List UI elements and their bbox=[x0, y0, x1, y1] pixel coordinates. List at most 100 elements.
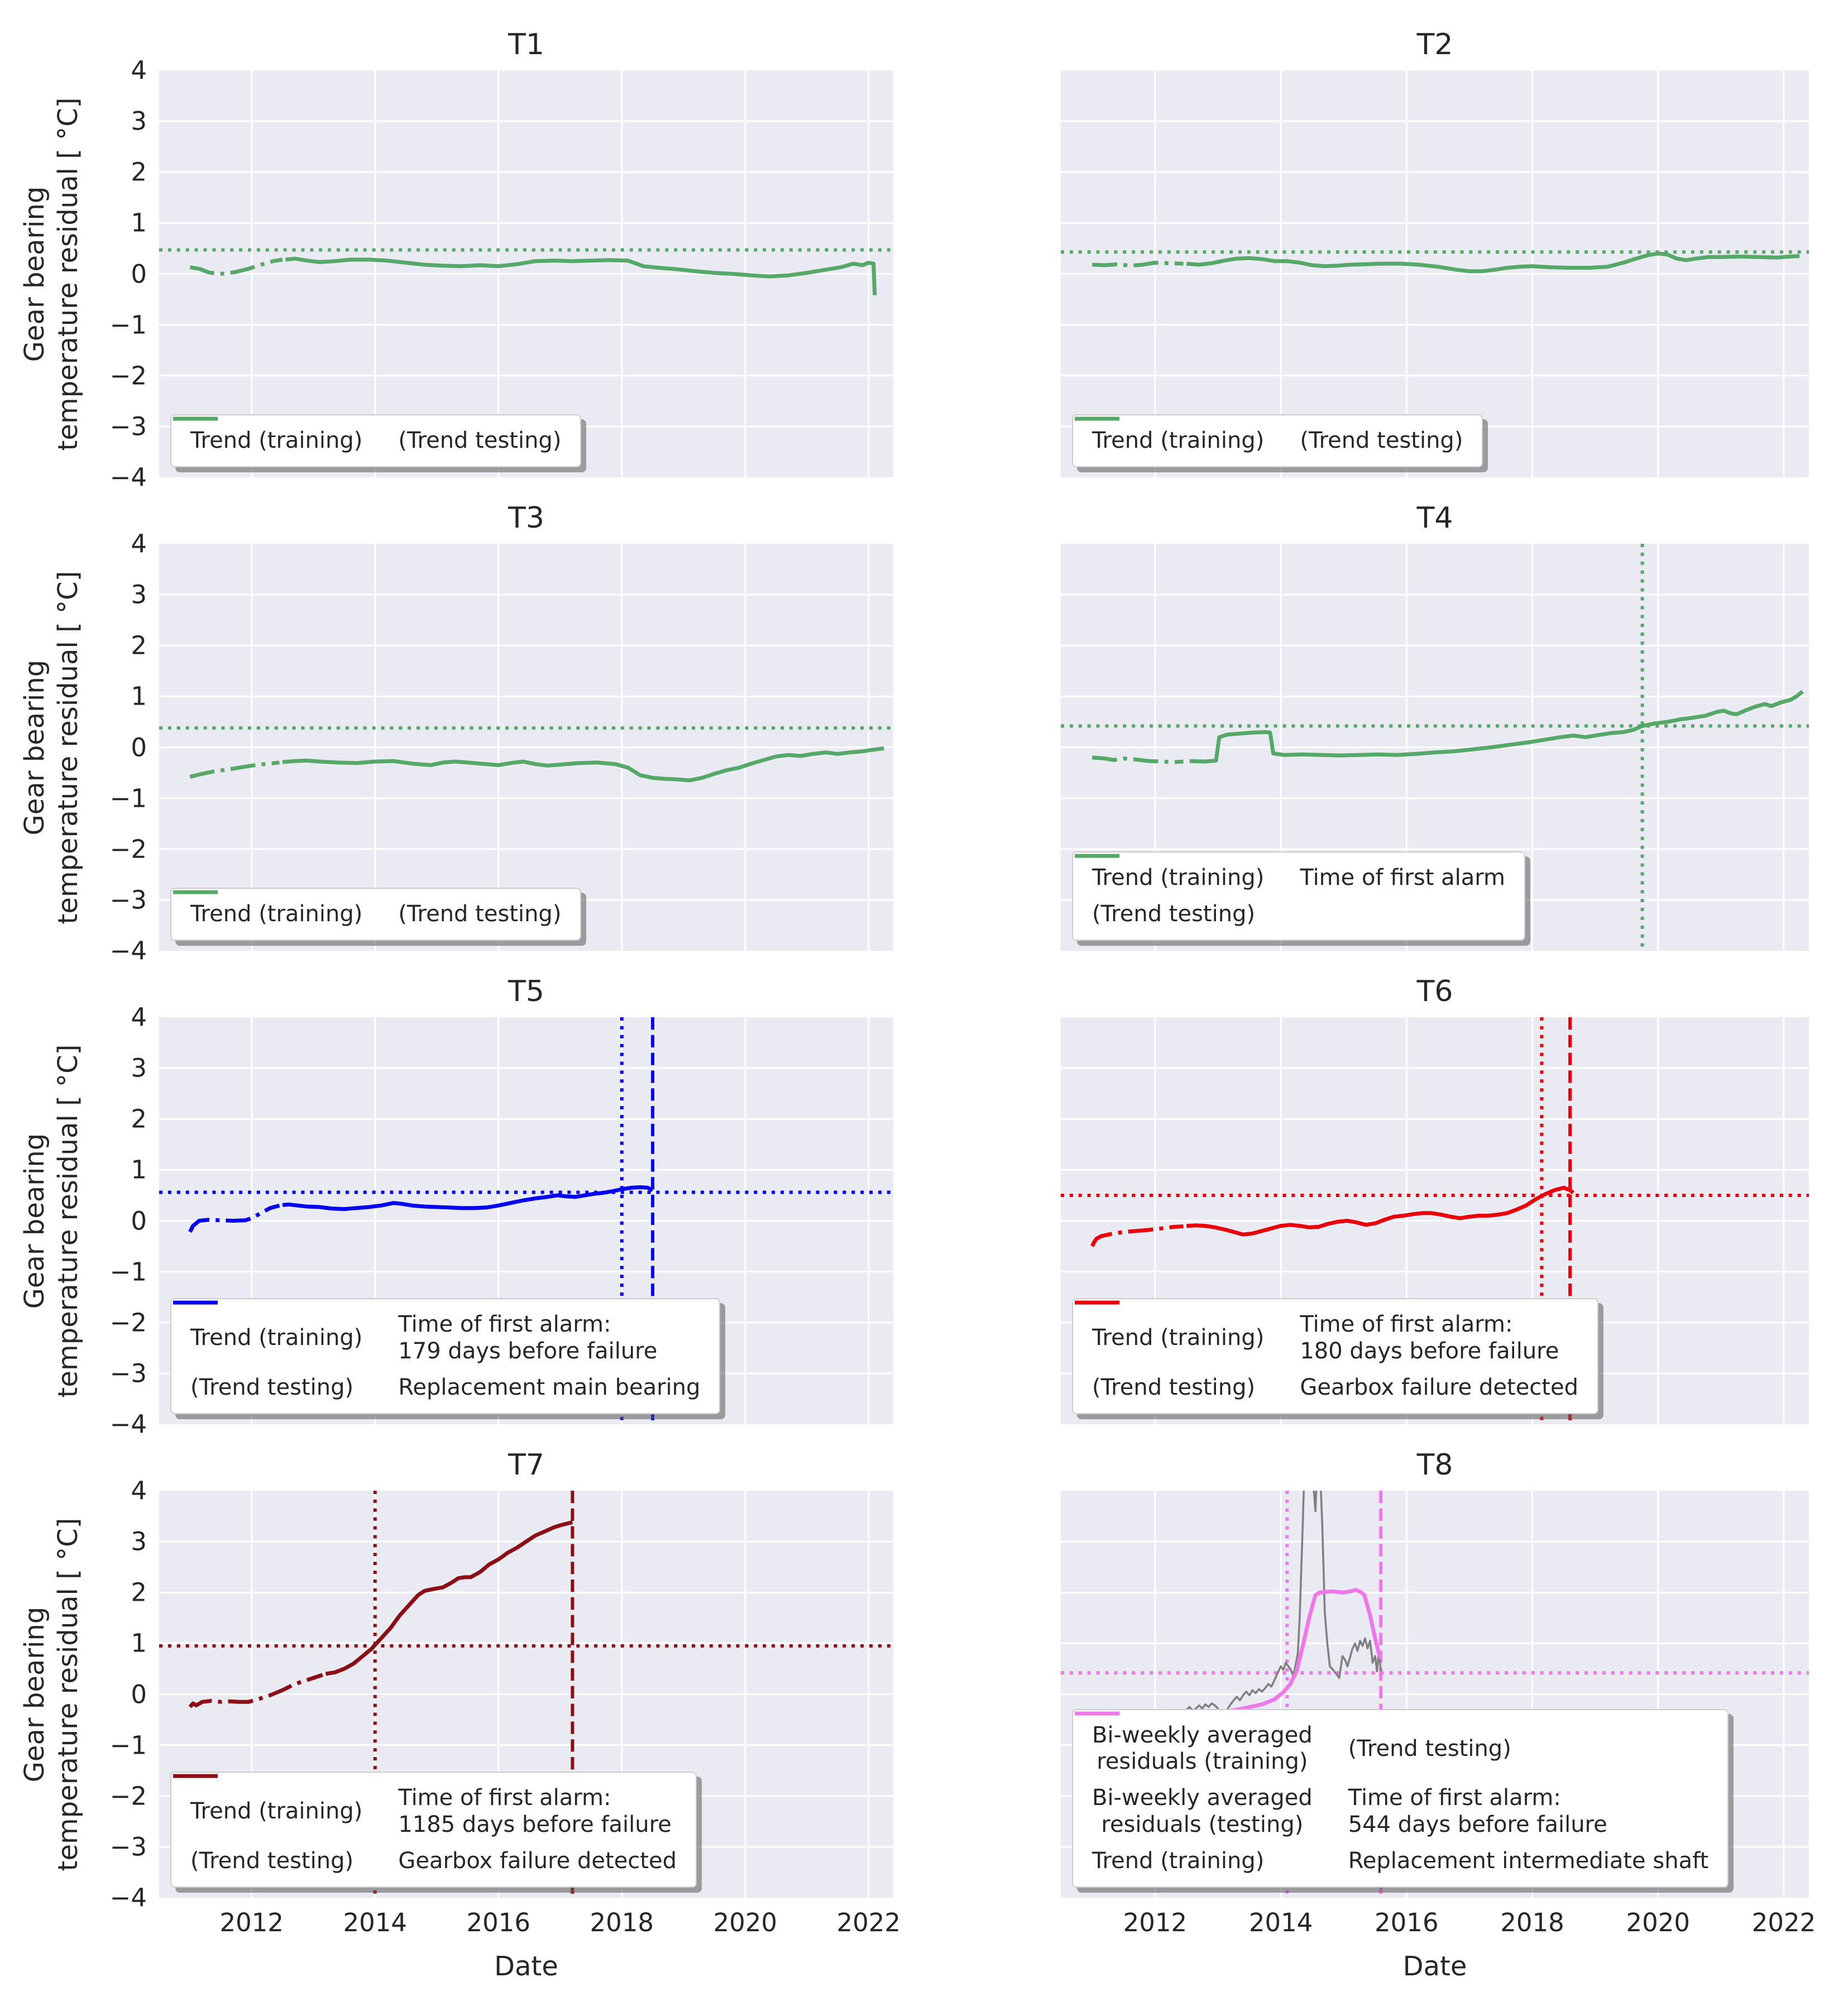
y-tick-label: 4 bbox=[131, 55, 147, 85]
legend-sample-dashed-line bbox=[173, 1300, 218, 1305]
y-tick-label: 4 bbox=[131, 1476, 147, 1506]
legend-label: Trend (training) bbox=[1092, 1847, 1265, 1874]
legend-sample-dashed-line bbox=[173, 1774, 218, 1778]
legend-sample-solid-line bbox=[173, 417, 218, 421]
legend-entry: (Trend testing) bbox=[173, 417, 561, 454]
trend-testing-line bbox=[1186, 251, 1800, 274]
legend-label: (Trend testing) bbox=[398, 901, 562, 927]
chart-t5: Trend (training) (Trend testing) Time of f… bbox=[159, 1017, 893, 1424]
legend-label: (Trend testing) bbox=[1300, 427, 1463, 453]
y-tick-label: −3 bbox=[109, 885, 147, 915]
legend-label: Trend (training) bbox=[190, 427, 363, 453]
legend-entry: Time of first alarm: 1185 days before fai… bbox=[173, 1774, 677, 1837]
chart-t1: Trend (training) (Trend testing) bbox=[159, 70, 893, 477]
legend-t5: Trend (training) (Trend testing) Time of f… bbox=[170, 1298, 721, 1414]
y-axis-label: Gear bearing temperature residual [ °C] bbox=[19, 571, 84, 924]
legend-entry: (Trend testing) bbox=[173, 890, 562, 927]
chart-t2: Trend (training) (Trend testing) bbox=[1061, 70, 1809, 477]
legend-label: Time of first alarm: 544 days before fail… bbox=[1348, 1785, 1607, 1837]
trend-training-line bbox=[189, 760, 280, 779]
y-tick-label: −4 bbox=[109, 462, 147, 492]
y-tick-label: −3 bbox=[109, 411, 147, 442]
y-tick-label: −1 bbox=[109, 783, 147, 813]
legend-entry: Trend (training) bbox=[173, 1300, 362, 1351]
chart-title-t5: T5 bbox=[508, 975, 544, 1008]
legend-label: (Trend testing) bbox=[1348, 1735, 1511, 1762]
trend-training-line bbox=[1090, 1224, 1184, 1247]
legend-label: Time of first alarm: 1185 days before fai… bbox=[398, 1785, 672, 1837]
x-tick-label: 2022 bbox=[836, 1908, 901, 1937]
legend-label: Trend (training) bbox=[190, 1798, 363, 1825]
legend-t1: Trend (training) (Trend testing) bbox=[170, 414, 582, 467]
legend-entry: (Trend testing) bbox=[1075, 854, 1264, 927]
legend-sample-solid-line bbox=[173, 890, 218, 894]
chart-t4: Trend (training) (Trend testing) Time of f… bbox=[1061, 544, 1809, 951]
x-tick-label: 2012 bbox=[1123, 1908, 1188, 1937]
legend-entry: (Trend testing) bbox=[1075, 1711, 1708, 1762]
legend-sample-solid-line bbox=[1075, 417, 1119, 421]
x-tick-label: 2020 bbox=[1626, 1908, 1690, 1937]
y-axis-label: Gear bearing temperature residual [ °C] bbox=[19, 97, 84, 451]
legend-t7: Trend (training) (Trend testing) Time of f… bbox=[170, 1772, 697, 1888]
legend-label: Bi-weekly averaged residuals (testing) bbox=[1092, 1785, 1313, 1837]
chart-t7: Trend (training) (Trend testing) Time of f… bbox=[159, 1491, 893, 1898]
legend-entry: Time of first alarm: 180 days before fail… bbox=[1075, 1300, 1578, 1364]
legend-t8: Bi-weekly averaged residuals (training) Bi… bbox=[1072, 1709, 1729, 1888]
legend-label: Gearbox failure detected bbox=[1300, 1374, 1578, 1400]
y-axis-label: Gear bearing temperature residual [ °C] bbox=[19, 1518, 84, 1871]
legend-entry: (Trend testing) bbox=[173, 1300, 362, 1401]
trend-training-line bbox=[188, 1673, 323, 1708]
legend-t6: Trend (training) (Trend testing) Time of f… bbox=[1072, 1298, 1598, 1414]
legend-entry: Trend (training) bbox=[1075, 1711, 1313, 1874]
y-tick-label: 1 bbox=[131, 1628, 147, 1658]
trend-training-line bbox=[1092, 755, 1184, 764]
legend-entry: (Trend testing) bbox=[1075, 417, 1463, 454]
y-axis-label: Gear bearing temperature residual [ °C] bbox=[19, 1044, 84, 1397]
legend-entry: Trend (training) bbox=[1075, 417, 1264, 454]
plot-area-t2 bbox=[1061, 70, 1809, 477]
trend-testing-line bbox=[1186, 1588, 1383, 1717]
y-tick-label: −2 bbox=[109, 834, 147, 864]
chart-t8: Bi-weekly averaged residuals (training) Bi… bbox=[1061, 1491, 1809, 1898]
legend-label: Replacement main bearing bbox=[398, 1374, 701, 1400]
trend-testing-line bbox=[282, 746, 884, 783]
legend-label: (Trend testing) bbox=[1092, 1374, 1256, 1400]
y-tick-label: 1 bbox=[131, 1155, 147, 1185]
x-tick-label: 2014 bbox=[343, 1908, 408, 1937]
legend-sample-dotted-line bbox=[1075, 854, 1119, 858]
y-tick-label: 3 bbox=[131, 580, 147, 610]
y-tick-label: −2 bbox=[109, 361, 147, 391]
legend-entry: Gearbox failure detected bbox=[173, 1774, 677, 1874]
chart-title-t4: T4 bbox=[1416, 501, 1453, 535]
trend-training-line bbox=[188, 1203, 280, 1233]
gridlines bbox=[159, 70, 893, 477]
chart-title-t6: T6 bbox=[1416, 975, 1453, 1008]
y-tick-label: −1 bbox=[109, 1730, 147, 1760]
legend-entry: Trend (training) bbox=[173, 890, 362, 927]
y-tick-label: −4 bbox=[109, 1883, 147, 1913]
legend-entry: Bi-weekly averaged residuals (testing) bbox=[1075, 1712, 1313, 1837]
y-tick-label: 2 bbox=[131, 630, 147, 660]
y-tick-label: 1 bbox=[131, 208, 147, 238]
legend-entry: Gearbox failure detected bbox=[1075, 1300, 1578, 1401]
legend-label: (Trend testing) bbox=[190, 1847, 354, 1874]
legend-sample-dashed-line bbox=[1075, 1711, 1119, 1716]
x-tick-label: 2014 bbox=[1248, 1908, 1313, 1937]
y-tick-label: 1 bbox=[131, 681, 147, 711]
y-tick-label: −2 bbox=[109, 1308, 147, 1338]
y-tick-label: 3 bbox=[131, 1526, 147, 1557]
trend-testing-line bbox=[325, 1520, 573, 1676]
chart-t3: Trend (training) (Trend testing) bbox=[159, 544, 893, 951]
legend-entry: Trend (training) bbox=[173, 417, 363, 454]
legend-t2: Trend (training) (Trend testing) bbox=[1072, 414, 1483, 467]
y-tick-label: 2 bbox=[131, 1104, 147, 1134]
y-tick-label: −1 bbox=[109, 310, 147, 340]
legend-entry: Time of first alarm bbox=[1075, 854, 1505, 891]
y-tick-label: 0 bbox=[131, 1206, 147, 1236]
legend-label: Replacement intermediate shaft bbox=[1348, 1847, 1709, 1874]
x-tick-label: 2016 bbox=[466, 1908, 531, 1937]
legend-entry: Trend (training) bbox=[1075, 854, 1264, 891]
trend-training-line bbox=[189, 257, 283, 276]
y-tick-label: 0 bbox=[131, 259, 147, 289]
